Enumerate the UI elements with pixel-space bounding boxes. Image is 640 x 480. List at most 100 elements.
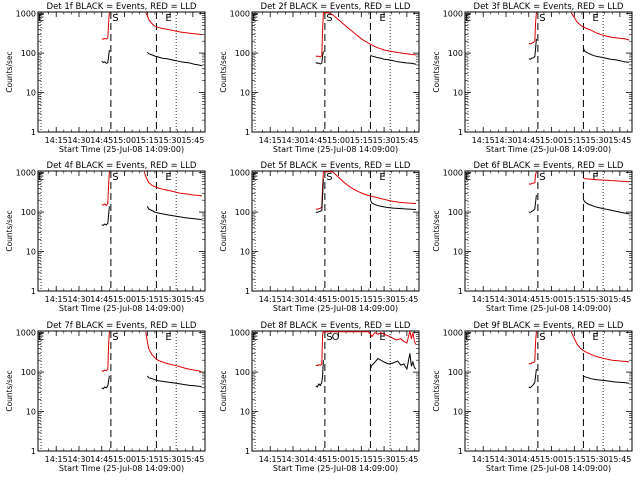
x-tick-label: 15:30	[586, 455, 609, 464]
x-tick-label: 15:15	[350, 136, 373, 145]
lld-series-line	[570, 331, 630, 363]
x-tick-label: 15:30	[373, 295, 396, 304]
y-tick-label: 1	[31, 447, 36, 456]
x-axis-label: Start Time (25-Jul-08 14:09:00)	[59, 145, 184, 154]
panel-title: Det 9f BLACK = Events, RED = LLD	[474, 321, 624, 331]
x-tick-label: 15:15	[563, 136, 586, 145]
x-tick-label: 14:15	[472, 295, 495, 304]
marker-letter: S	[112, 13, 118, 24]
marker-letter: S	[326, 332, 332, 343]
x-tick-label: 14:15	[45, 295, 68, 304]
plot-frame	[464, 11, 633, 133]
panel-det-1: Det 1f BLACK = Events, RED = LLD 1 10 100 10…	[5, 2, 206, 154]
events-series-line	[101, 49, 110, 64]
x-tick-label: 15:30	[586, 136, 609, 145]
x-tick-label: 15:15	[136, 455, 159, 464]
panel-title: Det 1f BLACK = Events, RED = LLD	[47, 2, 197, 12]
x-tick-label: 14:45	[517, 455, 540, 464]
panel-det-3: Det 3f BLACK = Events, RED = LLD 1 10 100 10…	[432, 2, 633, 154]
events-series-line	[146, 51, 203, 67]
x-tick-label: 15:30	[373, 136, 396, 145]
events-series-line	[146, 206, 203, 221]
events-series-line	[583, 375, 630, 384]
y-tick-label: 10	[453, 248, 463, 257]
lld-series-line	[528, 331, 537, 365]
y-tick-label: 100	[448, 208, 463, 217]
y-axis-label: Counts/sec	[219, 370, 228, 411]
plot-frame	[251, 11, 420, 133]
x-tick-label: 15:45	[181, 136, 204, 145]
marker-letter: E	[252, 332, 258, 343]
x-axis-label: Start Time (25-Jul-08 14:09:00)	[273, 145, 398, 154]
marker-letter: E	[38, 332, 44, 343]
x-tick-label: 15:45	[608, 295, 631, 304]
x-tick-label: 15:45	[395, 136, 418, 145]
x-tick-label: 14:30	[67, 295, 90, 304]
plot-frame	[37, 170, 206, 292]
marker-letter: E	[465, 13, 471, 24]
events-series-line	[369, 199, 417, 210]
marker-letter: E	[252, 172, 258, 183]
panel-det-6: Det 6f BLACK = Events, RED = LLD 1 10 100 10…	[432, 161, 633, 313]
lld-series-line	[145, 331, 203, 373]
y-tick-label: 100	[235, 208, 250, 217]
panel-title: Det 4f BLACK = Events, RED = LLD	[47, 161, 197, 171]
events-series-line	[528, 38, 537, 60]
panel-det-4: Det 4f BLACK = Events, RED = LLD 1 10 100 10…	[5, 161, 206, 313]
x-tick-label: 15:45	[181, 295, 204, 304]
x-tick-label: 14:30	[281, 455, 304, 464]
x-tick-label: 14:15	[472, 455, 495, 464]
marker-letter: S	[539, 13, 545, 24]
marker-letter: S	[326, 172, 332, 183]
y-axis-label: Counts/sec	[5, 210, 14, 251]
plot-frame	[37, 330, 206, 452]
panel-title: Det 3f BLACK = Events, RED = LLD	[474, 2, 624, 12]
x-tick-label: 15:45	[181, 455, 204, 464]
lld-series-line	[570, 12, 630, 41]
marker-letter: E	[592, 332, 598, 343]
y-tick-label: 100	[235, 49, 250, 58]
marker-letter: E	[38, 172, 44, 183]
y-tick-label: 1	[245, 128, 250, 137]
x-tick-label: 15:15	[350, 455, 373, 464]
marker-letter: S	[112, 332, 118, 343]
lld-series-line	[315, 12, 417, 58]
y-tick-label: 1000	[443, 169, 463, 178]
x-axis-label: Start Time (25-Jul-08 14:09:00)	[486, 464, 611, 473]
x-tick-label: 15:15	[136, 136, 159, 145]
marker-letter: E	[592, 172, 598, 183]
marker-letter: S	[326, 13, 332, 24]
marker-letter: E	[465, 172, 471, 183]
y-tick-label: 1	[245, 287, 250, 296]
y-tick-label: 1	[458, 128, 463, 137]
y-tick-label: 10	[26, 89, 36, 98]
y-axis-label: Counts/sec	[219, 51, 228, 92]
y-tick-label: 1	[458, 447, 463, 456]
panel-det-2: Det 2f BLACK = Events, RED = LLD 1 10 100 10…	[219, 2, 420, 154]
y-tick-label: 10	[26, 248, 36, 257]
panel-title: Det 2f BLACK = Events, RED = LLD	[261, 2, 411, 12]
x-tick-label: 14:45	[304, 295, 327, 304]
panel-title: Det 5f BLACK = Events, RED = LLD	[261, 161, 411, 171]
plot-frame	[37, 11, 206, 133]
y-tick-label: 1000	[230, 329, 250, 338]
events-series-line	[370, 54, 417, 65]
x-tick-label: 14:30	[281, 295, 304, 304]
x-tick-label: 14:30	[494, 455, 517, 464]
panel-det-8: Det 8f BLACK = Events, RED = LLD 1 10 100 10…	[219, 321, 420, 473]
y-tick-label: 100	[21, 208, 36, 217]
lld-series-line	[583, 177, 630, 183]
marker-letter: S	[539, 172, 545, 183]
y-tick-label: 1	[31, 128, 36, 137]
x-axis-label: Start Time (25-Jul-08 14:09:00)	[273, 304, 398, 313]
marker-letter: E	[379, 172, 385, 183]
x-tick-label: 15:00	[113, 295, 136, 304]
marker-letter: S	[539, 332, 545, 343]
x-tick-label: 14:45	[90, 136, 113, 145]
y-tick-label: 10	[453, 408, 463, 417]
events-series-line	[369, 353, 417, 371]
y-tick-label: 1000	[16, 329, 36, 338]
x-tick-label: 15:30	[159, 136, 182, 145]
plot-frame	[464, 170, 633, 292]
